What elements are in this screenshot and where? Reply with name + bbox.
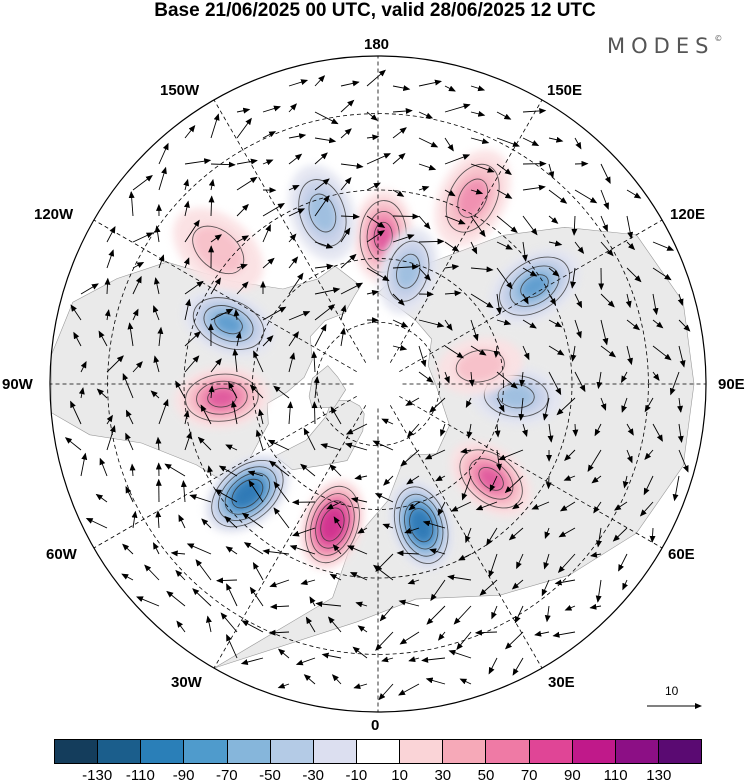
colorbar-label: -90: [173, 767, 195, 784]
lon-label-0: 0: [371, 717, 379, 734]
colorbar: [54, 739, 702, 764]
colorbar-swatch: [443, 740, 486, 763]
colorbar-label: -110: [126, 767, 155, 784]
lon-label-90e: 90E: [718, 376, 745, 393]
colorbar-swatch: [271, 740, 314, 763]
lon-label-60e: 60E: [668, 546, 695, 563]
colorbar-label: 50: [478, 767, 495, 784]
lon-label-150e: 150E: [547, 82, 582, 99]
colorbar-label: 30: [434, 767, 451, 784]
colorbar-label: -10: [346, 767, 368, 784]
lon-label-30e: 30E: [548, 674, 575, 691]
colorbar-label: 110: [604, 767, 628, 784]
lon-label-120e: 120E: [670, 206, 705, 223]
colorbar-swatch: [228, 740, 271, 763]
colorbar-swatch: [98, 740, 141, 763]
lon-label-90w: 90W: [2, 376, 33, 393]
colorbar-label: -30: [302, 767, 324, 784]
colorbar-swatch: [55, 740, 98, 763]
colorbar-swatch: [314, 740, 357, 763]
lon-label-120w: 120W: [34, 206, 73, 223]
colorbar-swatch: [400, 740, 443, 763]
colorbar-label: -130: [82, 767, 112, 784]
lon-label-30w: 30W: [171, 674, 202, 691]
colorbar-label: -50: [259, 767, 281, 784]
colorbar-swatch: [573, 740, 616, 763]
colorbar-swatch: [616, 740, 659, 763]
colorbar-label: 90: [564, 767, 581, 784]
colorbar-swatch: [141, 740, 184, 763]
reference-vector-label: 10: [665, 684, 678, 698]
colorbar-label: 10: [391, 767, 408, 784]
lon-label-180: 180: [364, 36, 389, 53]
lon-label-150w: 150W: [160, 82, 199, 99]
colorbar-label: -70: [216, 767, 238, 784]
colorbar-swatch: [530, 740, 573, 763]
colorbar-label: 70: [521, 767, 538, 784]
colorbar-swatch: [184, 740, 227, 763]
colorbar-label: 130: [646, 767, 671, 784]
colorbar-swatch: [486, 740, 529, 763]
lon-label-60w: 60W: [46, 546, 77, 563]
colorbar-swatch: [659, 740, 701, 763]
colorbar-swatch: [357, 740, 400, 763]
